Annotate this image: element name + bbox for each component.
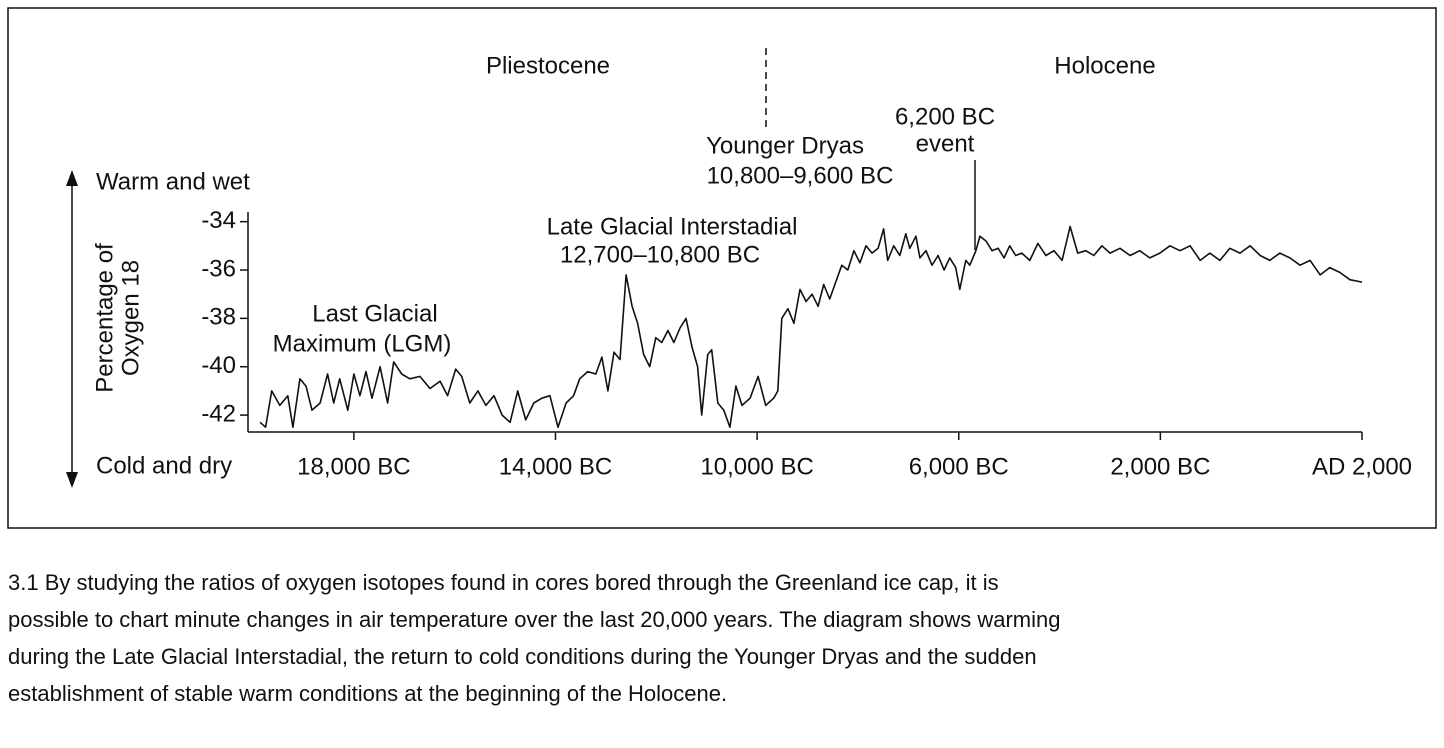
annotation: Younger Dryas: [706, 132, 864, 159]
x-tick-label: AD 2,000: [1312, 453, 1412, 480]
y-bottom-label: Cold and dry: [96, 452, 232, 479]
annotation: 10,800–9,600 BC: [707, 162, 894, 189]
y-tick-label: -40: [201, 352, 236, 379]
annotation: 6,200 BC: [895, 103, 995, 130]
x-tick-label: 18,000 BC: [297, 453, 410, 480]
annotation: Pliestocene: [486, 52, 610, 79]
y-top-label: Warm and wet: [96, 168, 250, 195]
x-tick-label: 14,000 BC: [499, 453, 612, 480]
y-tick-label: -36: [201, 255, 236, 282]
y-axis-title: Oxygen 18: [117, 260, 144, 376]
y-tick-label: -42: [201, 400, 236, 427]
y-tick-label: -38: [201, 304, 236, 331]
annotation: Holocene: [1054, 52, 1155, 79]
y-axis-title: Percentage of: [91, 243, 118, 393]
frame: [7, 7, 1437, 529]
x-tick-label: 6,000 BC: [909, 453, 1009, 480]
y-tick-label: -34: [201, 207, 236, 234]
annotation: Late Glacial Interstadial: [547, 213, 798, 240]
chart: Warm and wet Cold and dry Percentage of …: [7, 7, 1437, 529]
annotation: Last Glacial: [312, 300, 437, 327]
caption-line: possible to chart minute changes in air …: [8, 607, 1061, 632]
caption-line: during the Late Glacial Interstadial, th…: [8, 644, 1037, 669]
x-tick-label: 2,000 BC: [1110, 453, 1210, 480]
caption-line: 3.1 By studying the ratios of oxygen iso…: [8, 570, 999, 595]
annotation: event: [916, 130, 975, 157]
caption-line: establishment of stable warm conditions …: [8, 681, 728, 706]
annotation: Maximum (LGM): [273, 330, 452, 357]
data-line: [259, 225, 1363, 428]
x-tick-label: 10,000 BC: [700, 453, 813, 480]
annotation: 12,700–10,800 BC: [560, 241, 760, 268]
